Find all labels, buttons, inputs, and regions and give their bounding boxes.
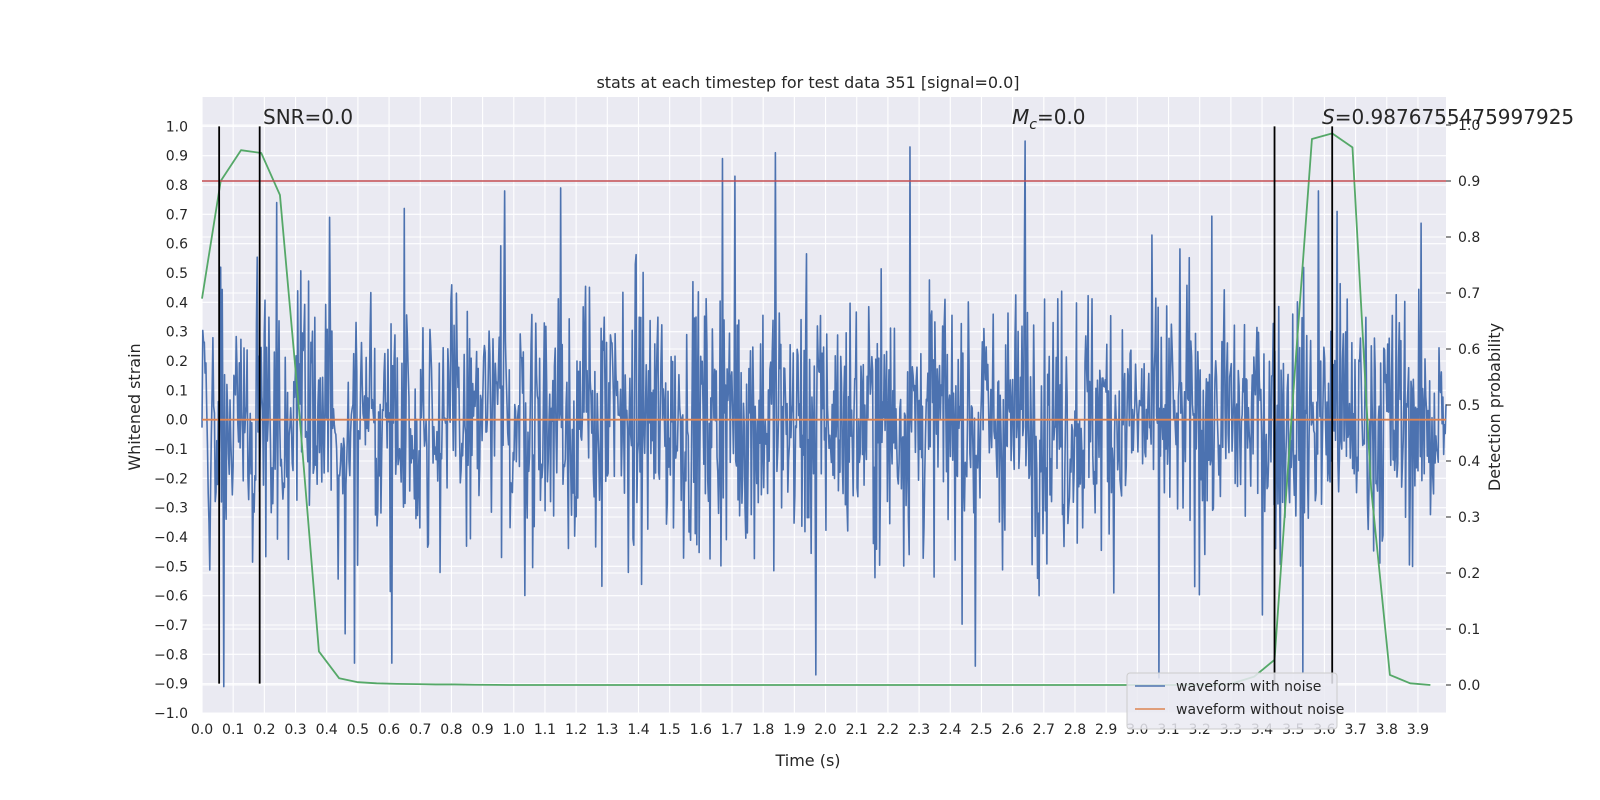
x-tick-label: 0.1 <box>222 722 244 738</box>
x-tick-label: 2.0 <box>814 722 836 738</box>
y-axis-label: Whitened strain <box>125 343 144 470</box>
y2-tick-label: 0.4 <box>1458 454 1480 470</box>
x-tick-label: 0.6 <box>378 722 400 738</box>
s-symbol: S <box>1322 105 1335 129</box>
y-tick-label: 0.2 <box>166 354 188 370</box>
y-tick-label: 0.4 <box>166 295 188 311</box>
x-tick-label: 1.7 <box>721 722 743 738</box>
x-tick-label: 2.3 <box>908 722 930 738</box>
y-tick-label: −0.5 <box>154 559 188 575</box>
y2-tick-label: 0.5 <box>1458 398 1480 414</box>
y-tick-label: 0.7 <box>166 207 188 223</box>
x-tick-label: 3.9 <box>1407 722 1429 738</box>
y-tick-label: −1.0 <box>154 706 188 722</box>
x-tick-label: 1.0 <box>503 722 525 738</box>
y2-tick-label: 0.3 <box>1458 510 1480 526</box>
x-tick-label: 2.4 <box>939 722 961 738</box>
y-tick-label: −0.2 <box>154 471 188 487</box>
y-tick-label: −0.4 <box>154 530 188 546</box>
x-tick-label: 2.6 <box>1001 722 1023 738</box>
x-tick-label: 1.1 <box>534 722 556 738</box>
x-tick-label: 1.2 <box>565 722 587 738</box>
y2-tick-label: 0.1 <box>1458 622 1480 638</box>
y-tick-label: 0.3 <box>166 325 188 341</box>
x-tick-label: 2.5 <box>970 722 992 738</box>
snr-annotation: SNR=0.0 <box>263 105 353 129</box>
y2-tick-label: 1.0 <box>1458 118 1480 134</box>
x-tick-label: 1.6 <box>690 722 712 738</box>
s-value: =0.9876755475997925 <box>1335 105 1574 129</box>
x-tick-label: 3.8 <box>1376 722 1398 738</box>
y2-tick-label: 0.9 <box>1458 174 1480 190</box>
x-tick-label: 0.0 <box>191 722 213 738</box>
mc-annotation: Mc=0.0 <box>1012 105 1086 133</box>
chart-title: stats at each timestep for test data 351… <box>596 73 1019 92</box>
x-tick-label: 0.8 <box>440 722 462 738</box>
x-tick-label: 2.7 <box>1033 722 1055 738</box>
y-tick-label: 0.1 <box>166 383 188 399</box>
reference-lines <box>202 126 1446 684</box>
y-tick-label: −0.3 <box>154 501 188 517</box>
x-tick-label: 0.5 <box>347 722 369 738</box>
x-tick-label: 1.8 <box>752 722 774 738</box>
y2-tick-label: 0.0 <box>1458 678 1480 694</box>
y-tick-label: 0.0 <box>166 413 188 429</box>
y-tick-label: −0.7 <box>154 618 188 634</box>
legend-box <box>1126 672 1338 730</box>
y-tick-label: 0.8 <box>166 178 188 194</box>
x-tick-label: 2.8 <box>1064 722 1086 738</box>
detection-probability-series <box>201 132 1431 686</box>
y-tick-label: 1.0 <box>166 119 188 135</box>
x-tick-label: 2.9 <box>1095 722 1117 738</box>
mc-value: =0.0 <box>1037 105 1086 129</box>
y2-axis-ticks: 0.0 0.1 0.2 0.3 0.4 0.5 0.6 0.7 0.8 0.9 1.0 <box>1446 118 1480 694</box>
y-tick-label: 0.6 <box>166 237 188 253</box>
x-tick-label: 0.3 <box>284 722 306 738</box>
waveform-with-noise-series <box>201 140 1447 688</box>
x-tick-label: 0.9 <box>471 722 493 738</box>
x-tick-label: 1.3 <box>596 722 618 738</box>
y-tick-label: −0.8 <box>154 647 188 663</box>
waveform-with-noise-line <box>201 140 1447 688</box>
y-tick-label: −0.1 <box>154 442 188 458</box>
x-tick-label: 1.5 <box>659 722 681 738</box>
x-tick-label: 0.2 <box>253 722 275 738</box>
x-tick-label: 0.7 <box>409 722 431 738</box>
legend: waveform with noise waveform without noi… <box>1126 672 1344 730</box>
x-tick-label: 2.1 <box>846 722 868 738</box>
y2-tick-label: 0.2 <box>1458 566 1480 582</box>
legend-label-clean: waveform without noise <box>1176 702 1344 718</box>
y-tick-label: 0.9 <box>166 149 188 165</box>
y-tick-label: 0.5 <box>166 266 188 282</box>
y-tick-label: −0.6 <box>154 589 188 605</box>
y2-tick-label: 0.7 <box>1458 286 1480 302</box>
x-tick-label: 1.9 <box>783 722 805 738</box>
y-axis-ticks: −1.0 −0.9 −0.8 −0.7 −0.6 −0.5 −0.4 −0.3 −0.2 −0.1… <box>154 119 188 722</box>
s-annotation: S=0.9876755475997925 <box>1322 105 1574 129</box>
mc-symbol: M <box>1012 105 1029 129</box>
y-tick-label: −0.9 <box>154 677 188 693</box>
y2-axis-label: Detection probability <box>1485 323 1504 491</box>
x-tick-label: 1.4 <box>627 722 649 738</box>
x-tick-label: 0.4 <box>316 722 338 738</box>
y2-tick-label: 0.8 <box>1458 230 1480 246</box>
detection-probability-line <box>201 132 1431 686</box>
legend-label-noise: waveform with noise <box>1176 679 1321 695</box>
mc-subscript: c <box>1029 117 1037 133</box>
y2-tick-label: 0.6 <box>1458 342 1480 358</box>
x-tick-label: 2.2 <box>877 722 899 738</box>
x-axis-label: Time (s) <box>774 751 840 770</box>
x-tick-label: 3.7 <box>1344 722 1366 738</box>
